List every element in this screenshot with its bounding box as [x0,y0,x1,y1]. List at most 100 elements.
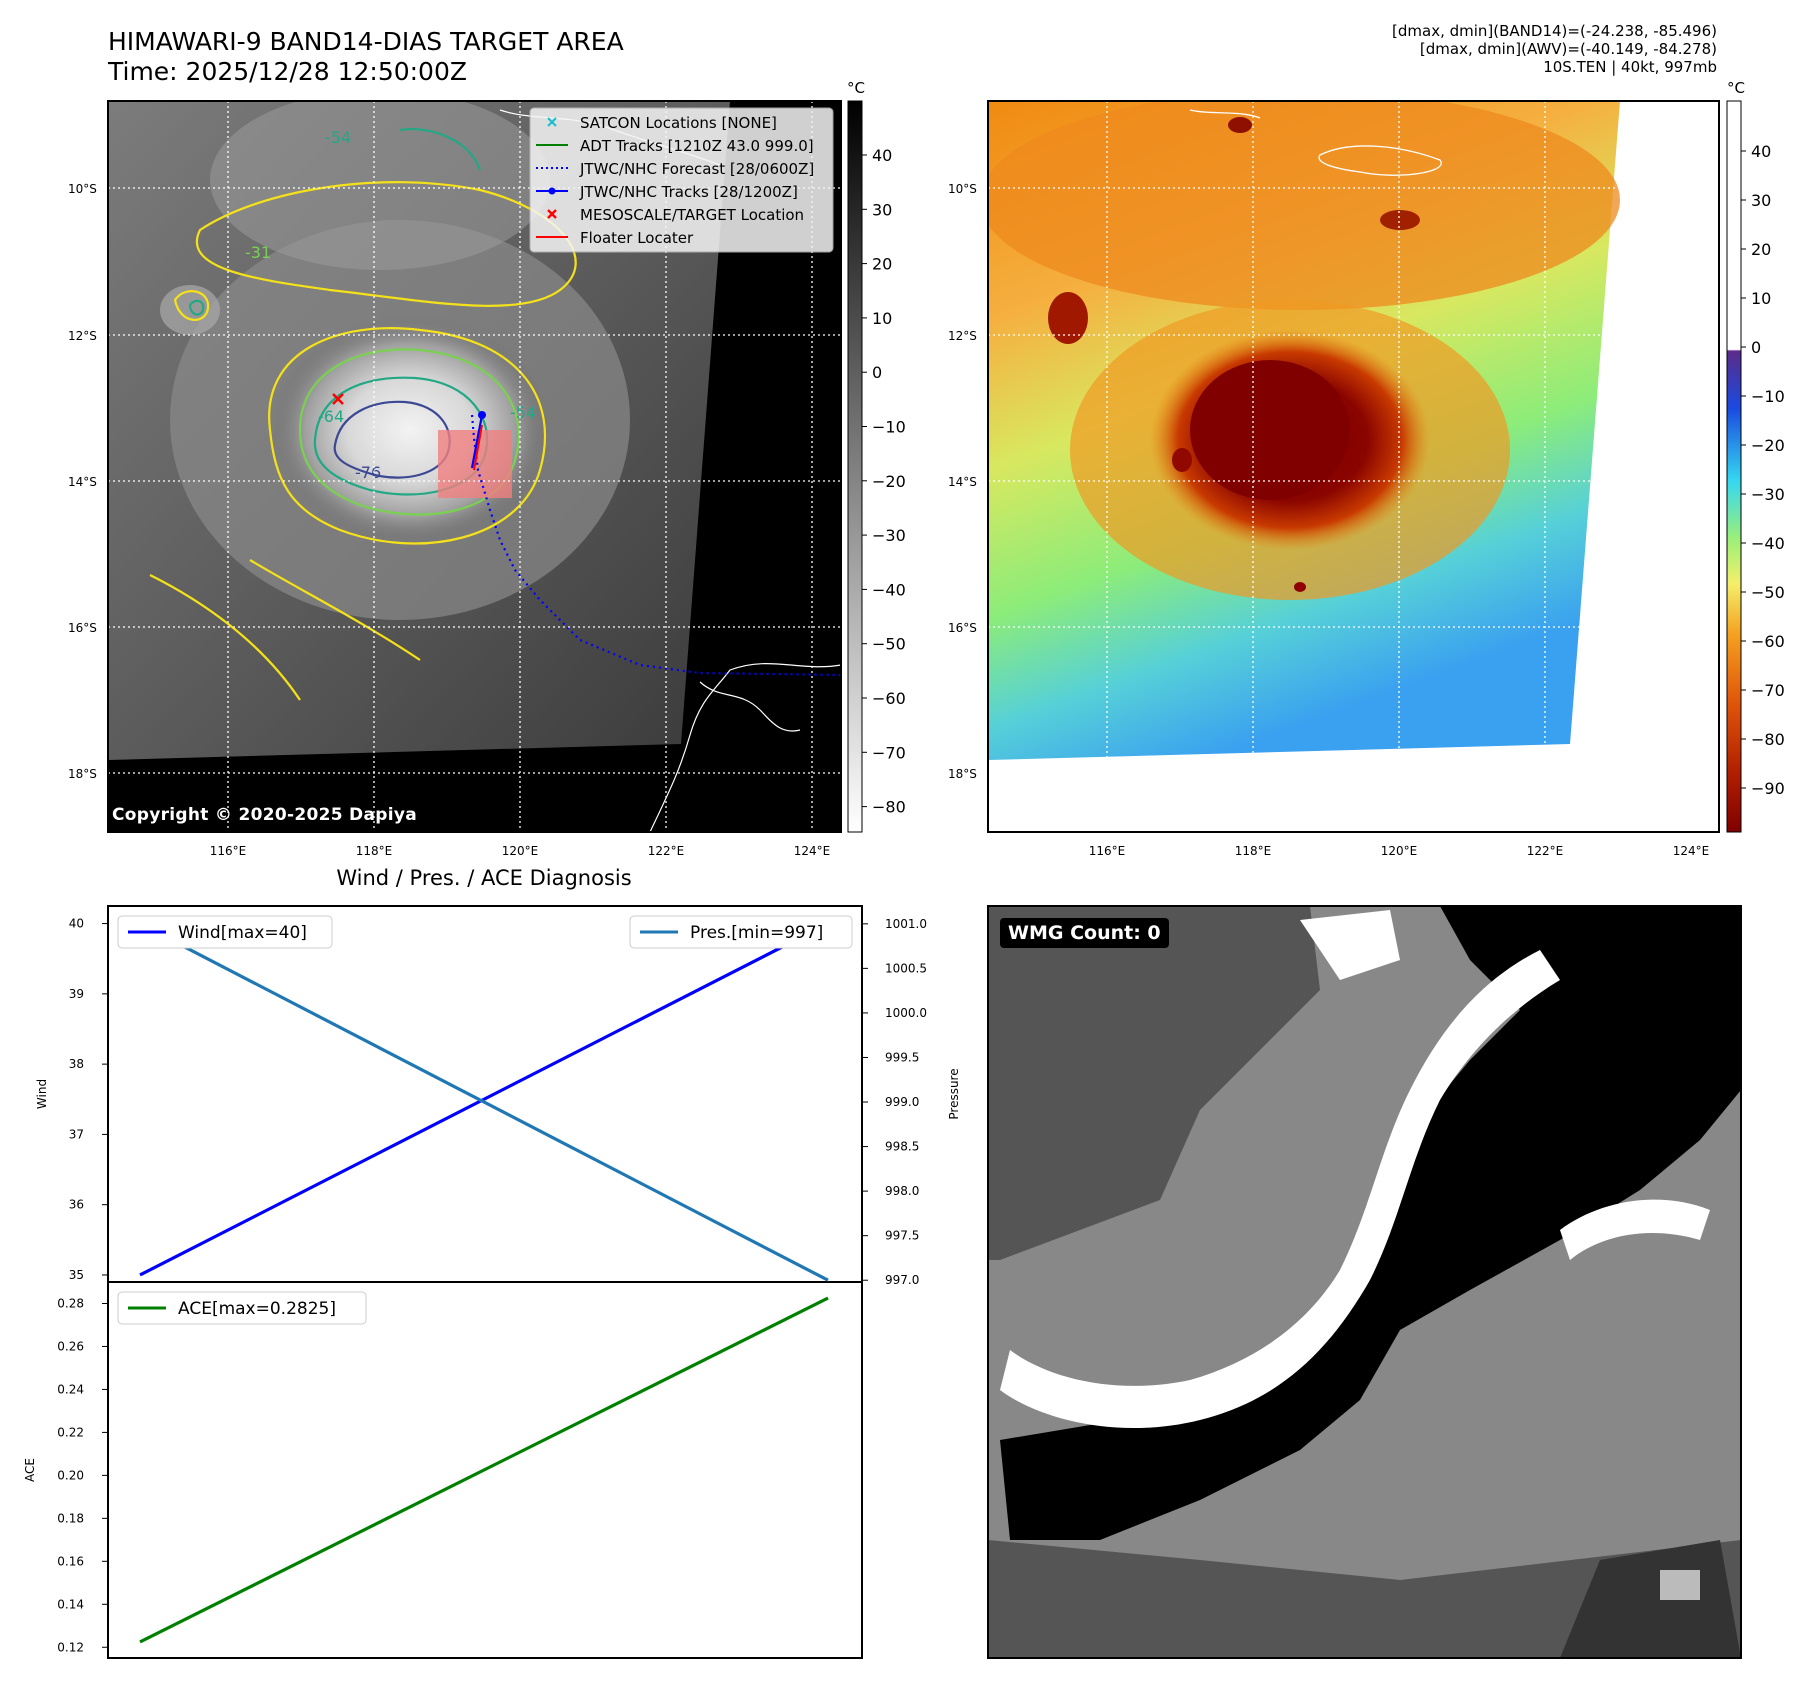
pressure-tick-label: 997.5 [885,1229,919,1243]
wmg-count-badge: WMG Count: 0 [1000,918,1169,948]
svg-text:16°S: 16°S [948,621,977,635]
awv-minmax: [dmax, dmin](AWV)=(-40.149, -84.278) [1419,40,1717,58]
ace-tick-label: 0.20 [57,1468,84,1482]
pressure-series-line [139,922,829,1282]
pressure-tick-label: 998.0 [885,1184,919,1198]
map-legend: SATCON Locations [NONE] ADT Tracks [1210… [529,107,834,253]
legend-satcon: SATCON Locations [NONE] [580,114,777,132]
svg-text:18°S: 18°S [948,767,977,781]
legend-forecast: JTWC/NHC Forecast [28/0600Z] [579,160,814,178]
wmg-panel [988,906,1741,1658]
svg-text:116°E: 116°E [210,844,247,858]
timestamp: Time: 2025/12/28 12:50:00Z [108,57,467,86]
band14-minmax: [dmax, dmin](BAND14)=(-24.238, -85.496) [1392,22,1717,40]
map-axis-labels: 10°S 12°S 14°S 16°S 18°S 116°E 118°E 120… [68,182,830,858]
awv-colorbar-tick-label: −50 [1751,583,1785,602]
awv-colorbar-tick-label: −40 [1751,534,1785,553]
svg-text:124°E: 124°E [1673,844,1710,858]
svg-text:ACE[max=0.2825]: ACE[max=0.2825] [178,1299,336,1319]
svg-text:118°E: 118°E [356,844,393,858]
ir-colorbar: °C 40 30 20 10 0 −10 −20 −30 −40 −50 −60 −70 −80 [847,79,906,833]
legend-adt: ADT Tracks [1210Z 43.0 999.0] [580,137,814,155]
ir-colorbar-tick-label: −60 [872,689,906,708]
ace-tick-label: 0.12 [57,1640,84,1654]
awv-colorbar-tick-label: −20 [1751,436,1785,455]
svg-text:120°E: 120°E [1381,844,1418,858]
forecast-track [470,414,841,677]
copyright-text: Copyright © 2020-2025 Dapiya [112,805,417,825]
pressure-ylabel: Pressure [947,1068,961,1119]
wind-tick-label: 39 [69,987,84,1001]
contour-label-76: -76 [355,463,381,482]
contour-yellow [195,181,577,307]
svg-text:10°S: 10°S [68,182,97,196]
page-title: HIMAWARI-9 BAND14-DIAS TARGET AREA [108,27,624,56]
svg-text:12°S: 12°S [68,329,97,343]
ace-ylabel: ACE [23,1458,37,1482]
contour-label-54: -54 [510,403,536,422]
contour-green [298,348,520,516]
best-track [470,414,484,469]
ace-tick-label: 0.18 [57,1511,84,1525]
pressure-tick-label: 999.5 [885,1050,919,1064]
ir-colorbar-tick-label: 30 [872,200,892,219]
legend-tracks: JTWC/NHC Tracks [28/1200Z] [579,183,798,201]
awv-colorbar-tick-label: 20 [1751,240,1771,259]
awv-map-panel [988,101,1719,832]
storm-summary: 10S.TEN | 40kt, 997mb [1543,58,1717,76]
ir-colorbar-tick-label: −70 [872,743,906,762]
ir-colorbar-tick-label: −30 [872,526,906,545]
ir-colorbar-tick-label: 10 [872,309,892,328]
ir-colorbar-tick-label: −10 [872,418,906,437]
awv-colorbar-tick-label: −30 [1751,485,1785,504]
ace-tick-label: 0.22 [57,1425,84,1439]
wind-series-line [139,922,829,1277]
awv-colorbar-tick-label: 40 [1751,142,1771,161]
wind-ylabel: Wind [35,1079,49,1109]
awv-colorbar-tick-label: 0 [1751,338,1761,357]
ir-map-panel: -76 -64 -54 -54 -31 [108,101,841,832]
pressure-tick-label: 998.5 [885,1140,919,1154]
svg-text:18°S: 18°S [68,767,97,781]
svg-text:Wind[max=40]: Wind[max=40] [178,923,307,943]
floater-locater [473,424,483,471]
svg-text:120°E: 120°E [502,844,539,858]
ir-colorbar-tick-label: 20 [872,255,892,274]
pressure-tick-label: 997.0 [885,1273,919,1287]
ace-legend: ACE[max=0.2825] [117,1291,367,1325]
pressure-tick-label: 999.0 [885,1095,919,1109]
legend-mesoscale: MESOSCALE/TARGET Location [580,206,804,224]
awv-colorbar-tick-label: −10 [1751,387,1785,406]
wind-legend: Wind[max=40] [117,915,333,949]
wind-tick-label: 37 [69,1127,84,1141]
intensity-info: [dmax, dmin](BAND14)=(-24.238, -85.496) … [1392,22,1717,76]
svg-text:Pres.[min=997]: Pres.[min=997] [690,923,823,943]
map-gridlines [108,101,841,832]
ir-colorbar-tick-label: −20 [872,472,906,491]
ir-colorbar-tick-label: −80 [872,798,906,817]
pressure-legend: Pres.[min=997] [629,915,853,949]
svg-text:14°S: 14°S [68,475,97,489]
svg-text:124°E: 124°E [794,844,831,858]
svg-text:14°S: 14°S [948,475,977,489]
svg-text:10°S: 10°S [948,182,977,196]
awv-colorbar-tick-label: −70 [1751,681,1785,700]
ace-tick-label: 0.16 [57,1554,84,1568]
ir-colorbar-tick-label: −40 [872,580,906,599]
svg-text:12°S: 12°S [948,329,977,343]
contour-label-54b: -54 [325,128,351,147]
ace-tick-label: 0.26 [57,1339,84,1353]
awv-colorbar-tick-label: 30 [1751,191,1771,210]
awv-colorbar-tick-label: −90 [1751,779,1785,798]
ir-colorbar-tick-label: 40 [872,146,892,165]
wind-tick-label: 36 [69,1198,84,1212]
mesoscale-target-marker [332,393,344,405]
svg-text:118°E: 118°E [1235,844,1272,858]
wind-pres-plot: 40 39 38 37 36 35 1001.0 1000.5 1000.0 999.5 999.0… [69,917,927,1288]
ace-tick-label: 0.24 [57,1382,84,1396]
pressure-tick-label: 1001.0 [885,917,927,931]
ace-tick-label: 0.14 [57,1597,84,1611]
contour-label-31: -31 [245,243,271,262]
ace-plot: 0.28 0.26 0.24 0.22 0.20 0.18 0.16 0.14 0.12 [57,1296,829,1654]
